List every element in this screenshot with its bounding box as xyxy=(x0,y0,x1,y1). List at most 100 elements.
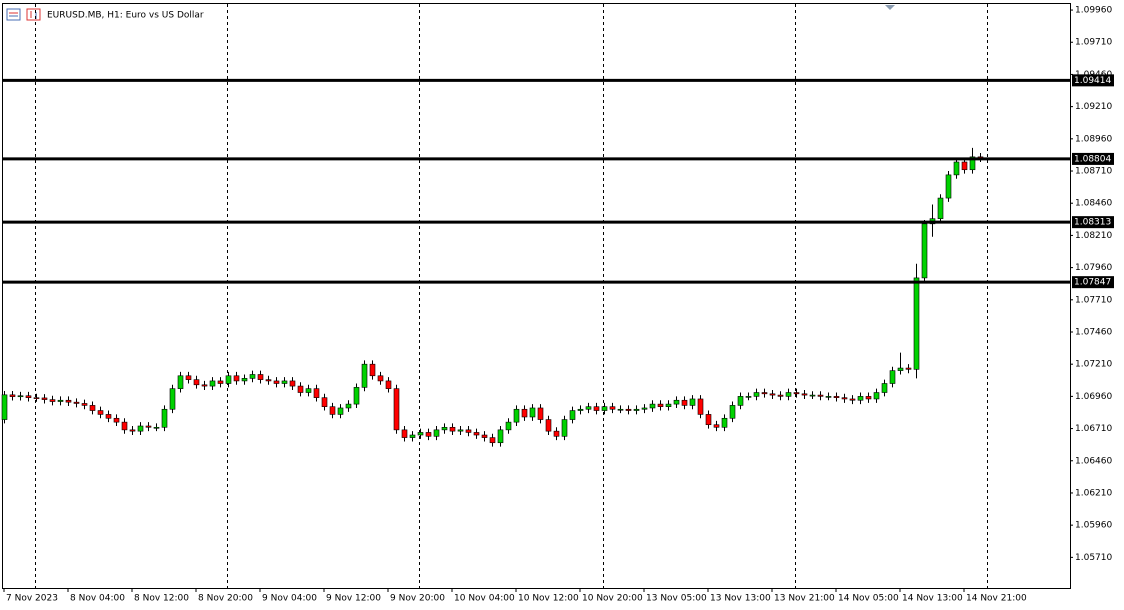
candle-body xyxy=(681,399,688,406)
candle-body xyxy=(729,405,736,419)
candle-body xyxy=(57,399,64,402)
y-tick-label: 1.07960 xyxy=(1075,263,1112,273)
y-tick-label: 1.06460 xyxy=(1075,456,1112,466)
candle-body xyxy=(385,380,392,389)
candle-body xyxy=(441,426,448,431)
candle-body xyxy=(425,432,432,437)
candle-body xyxy=(185,375,192,380)
candle-body xyxy=(33,397,40,399)
candle-body xyxy=(529,407,536,418)
candle-body xyxy=(401,429,408,438)
candle-body xyxy=(969,156,976,171)
candle-body xyxy=(153,426,160,429)
candle-body xyxy=(177,375,184,389)
candle-body xyxy=(873,392,880,400)
y-tick-label: 1.06210 xyxy=(1075,488,1112,498)
candle-body xyxy=(609,406,616,410)
candle-body xyxy=(705,414,712,426)
candle-body xyxy=(17,395,24,398)
level-label: 1.09414 xyxy=(1074,76,1111,86)
candle-body xyxy=(921,223,928,279)
candle-body xyxy=(809,394,816,397)
candle-body xyxy=(129,429,136,432)
candle-body xyxy=(1,394,8,420)
y-tick-label: 1.08710 xyxy=(1075,167,1112,177)
icon xyxy=(6,8,21,21)
level-label: 1.08313 xyxy=(1074,218,1111,228)
x-tick-label: 14 Nov 13:00 xyxy=(902,594,963,604)
level-label: 1.08804 xyxy=(1074,154,1111,164)
candle-body xyxy=(241,378,248,382)
candle-body xyxy=(953,161,960,176)
level-label-box xyxy=(1072,276,1114,289)
candle-body xyxy=(937,197,944,219)
candle-body xyxy=(417,432,424,436)
candle-body xyxy=(329,406,336,415)
x-tick-label: 13 Nov 05:00 xyxy=(646,594,707,604)
candle-body xyxy=(577,408,584,411)
candle-body xyxy=(849,398,856,401)
candle-body xyxy=(761,392,768,395)
candle-body xyxy=(617,408,624,411)
y-tick-label: 1.07210 xyxy=(1075,360,1112,370)
candle-body xyxy=(257,374,264,380)
candle-body xyxy=(369,363,376,377)
y-tick-label: 1.06960 xyxy=(1075,392,1112,402)
candle-body xyxy=(593,406,600,411)
candle-body xyxy=(97,410,104,415)
candle-body xyxy=(209,380,216,387)
candle-body xyxy=(665,403,672,407)
candle-body xyxy=(265,379,272,382)
candle-body xyxy=(657,403,664,407)
candle-body xyxy=(537,407,544,420)
candle-body xyxy=(161,408,168,428)
candle-body xyxy=(585,406,592,410)
candle-body xyxy=(769,393,776,396)
candle-body xyxy=(569,410,576,420)
chart-title: EURUSD.MB, H1: Euro vs US Dollar xyxy=(47,11,204,21)
x-tick-label: 7 Nov 2023 xyxy=(6,594,58,604)
candle-body xyxy=(281,380,288,384)
candle-body xyxy=(289,380,296,387)
candle-body xyxy=(881,383,888,393)
candle-body xyxy=(353,387,360,405)
y-tick-label: 1.09710 xyxy=(1075,38,1112,48)
candle-body xyxy=(345,403,352,409)
candle-body xyxy=(49,399,56,402)
x-tick-label: 10 Nov 04:00 xyxy=(454,594,515,604)
x-tick-label: 9 Nov 04:00 xyxy=(262,594,317,604)
candle-body xyxy=(201,384,208,387)
candle-body xyxy=(521,408,528,418)
candle-body xyxy=(81,403,88,406)
y-tick-label: 1.09960 xyxy=(1075,6,1112,16)
candle-body xyxy=(297,385,304,393)
candle-body xyxy=(433,429,440,437)
candle-body xyxy=(193,379,200,386)
y-tick-label: 1.08210 xyxy=(1075,231,1112,241)
candle-body xyxy=(897,367,904,371)
candle-body xyxy=(801,393,808,396)
icon xyxy=(26,8,41,21)
candle-body xyxy=(641,407,648,410)
candle-body xyxy=(225,375,232,384)
candle-body xyxy=(497,429,504,444)
y-tick-label: 1.05710 xyxy=(1075,553,1112,563)
x-tick-label: 8 Nov 04:00 xyxy=(70,594,125,604)
candle-body xyxy=(961,161,968,171)
x-tick-label: 10 Nov 20:00 xyxy=(582,594,643,604)
y-tick-label: 1.07460 xyxy=(1075,327,1112,337)
level-label: 1.07847 xyxy=(1074,278,1111,288)
shift-marker xyxy=(885,5,895,10)
y-tick-label: 1.05960 xyxy=(1075,521,1112,531)
candle-body xyxy=(65,399,72,403)
candle-body xyxy=(673,399,680,405)
y-tick-label: 1.09210 xyxy=(1075,102,1112,112)
candle-body xyxy=(105,414,112,419)
candle-body xyxy=(89,405,96,411)
plot-frame xyxy=(2,3,1071,589)
candle-body xyxy=(9,394,16,397)
candle-body xyxy=(833,396,840,398)
candle-body xyxy=(377,375,384,382)
candle-body xyxy=(273,380,280,384)
